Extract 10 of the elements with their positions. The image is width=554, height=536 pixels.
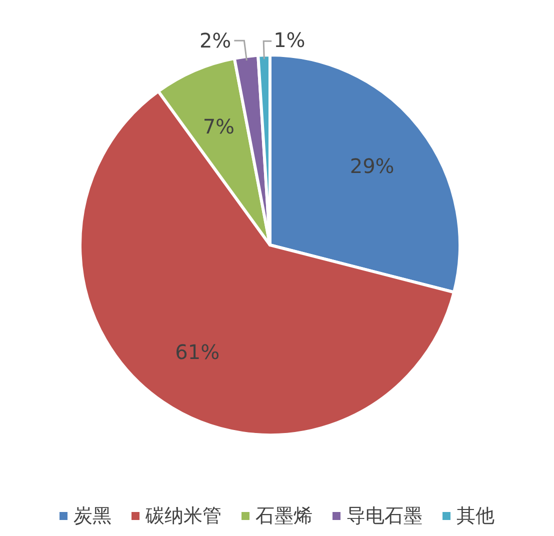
legend-label: 炭黑 (74, 505, 112, 527)
data-label: 29% (350, 154, 394, 178)
data-label: 61% (175, 340, 220, 364)
data-label: 1% (274, 28, 306, 52)
legend-label: 其他 (456, 505, 494, 527)
legend-label: 碳纳米管 (144, 505, 222, 527)
data-label: 7% (202, 114, 235, 138)
legend-label: 石墨烯 (256, 505, 312, 527)
data-label: 2% (199, 28, 232, 53)
legend-label: 导电石墨 (346, 505, 422, 527)
